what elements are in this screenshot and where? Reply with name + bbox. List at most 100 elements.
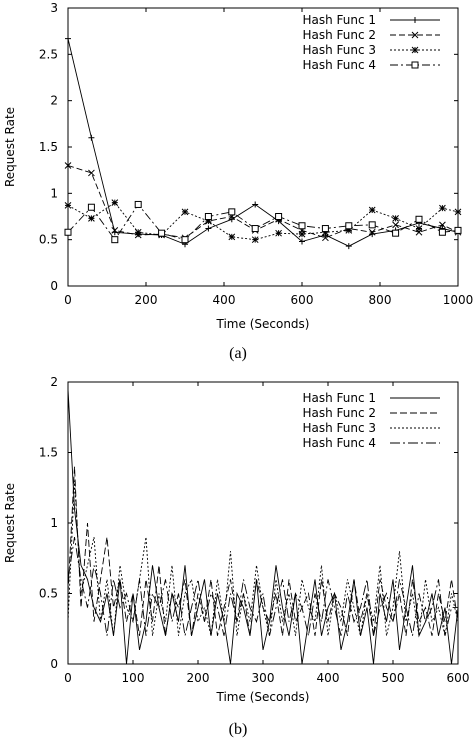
chart-a-y-tick-label: 0.5 [39,233,58,247]
chart-a-legend-label-hash-func-4: Hash Func 4 [302,58,376,72]
chart-a-legend-hash-func-2-marker [411,31,419,39]
chart-a-series-hash-func-3-marker [392,214,399,222]
chart-a-series-hash-func-3-line [67,201,459,241]
chart-a: 0 200 400 600 800 1000 0 0.5 1 1.5 2 2.5 3 Time (Seco… [3,1,473,362]
chart-a-series-hash-func-4-marker [438,228,446,236]
chart-a-series-hash-func-3-marker [368,206,376,214]
chart-a-series-hash-func-2 [64,162,462,242]
chart-a-series-hash-func-1-line [67,38,459,247]
chart-a-y-axis-title: Request Rate [3,107,17,187]
chart-a-y-tick-label: 1.5 [39,140,58,154]
chart-a-legend-hash-func-3-marker [411,46,419,54]
chart-a-series-hash-func-1-marker [88,134,95,141]
chart-a-x-tick-label: 600 [291,293,314,307]
chart-b-series-hash-func-2 [67,466,459,636]
chart-a-series-hash-func-4-marker [321,225,329,233]
chart-a-series-hash-func-3-marker [111,199,119,206]
chart-a-caption: (a) [229,345,247,362]
chart-a-series-hash-func-3-marker [181,208,189,216]
chart-a-series-hash-func-2-marker [368,228,376,236]
chart-a-series-hash-func-1-marker [228,216,235,223]
chart-a-series-hash-func-4-marker [181,236,189,244]
chart-a-y-tick-label: 2.5 [39,47,58,61]
chart-a-series-hash-func-3-marker [454,208,462,216]
chart-a-series-hash-func-2-marker [392,221,399,229]
chart-a-series-hash-func-1-marker [252,201,259,208]
chart-b-y-tick-label: 1.5 [39,446,58,460]
chart-b-series-hash-func-3 [67,480,459,636]
chart-a-series-hash-func-3-marker [439,204,446,212]
chart-a-x-tick-label: 400 [213,293,236,307]
chart-b-y-tick-label: 1 [50,516,58,530]
chart-a-series-hash-func-3 [64,199,462,244]
chart-a-series-hash-func-4-marker [251,225,259,233]
chart-b-x-tick-label: 600 [447,671,470,685]
chart-b-legend-label-hash-func-3: Hash Func 3 [302,421,376,435]
chart-a-legend-label-hash-func-3: Hash Func 3 [302,43,376,57]
chart-a-legend-hash-func-1-marker [412,17,418,23]
chart-b-series-hash-func-3-line [67,480,459,636]
chart-b-x-tick-label: 400 [317,671,340,685]
chart-a-series-hash-func-3-marker [134,228,142,236]
chart-a-x-axis-title: Time (Seconds) [216,317,310,331]
chart-b-x-tick-label: 300 [252,671,275,685]
chart-b-y-axis-title: Request Rate [3,483,17,563]
chart-b-x-tick-label: 100 [122,671,145,685]
chart-b-series-hash-func-1 [67,389,459,665]
chart-a-series-hash-func-4-line [67,203,459,241]
chart-a-y-tick-label: 2 [50,94,58,108]
chart-a-series-hash-func-3-marker [345,227,353,234]
chart-a-series-hash-func-4-marker [134,200,142,208]
chart-a-y-tick-label: 1 [50,186,58,200]
chart-a-series-hash-func-2-marker [439,221,446,229]
chart-a-series-hash-func-3-marker [415,225,423,232]
chart-a-series-hash-func-1-marker [205,225,212,232]
chart-a-series-hash-func-3-marker [205,217,212,225]
chart-a-legend-label-hash-func-2: Hash Func 2 [302,28,376,42]
chart-b-x-tick-label: 500 [382,671,405,685]
chart-b: 0 100 200 300 400 500 600 0 0.5 1 1.5 2 Time (Second… [3,375,469,738]
chart-a-series-hash-func-3-marker [275,229,282,237]
chart-b-series-hash-func-4-line [67,537,458,636]
chart-a-series-hash-func-3-marker [322,228,329,236]
chart-a-series-hash-func-2-marker [322,234,329,242]
chart-b-series-hash-func-2-line [67,466,459,636]
chart-a-legend-hash-func-4-marker [411,61,419,69]
chart-a-series-hash-func-4-marker [368,221,376,229]
chart-a-series-hash-func-1-marker [299,238,305,245]
chart-b-legend-label-hash-func-1: Hash Func 1 [302,391,376,405]
chart-a-x-tick-label: 800 [369,293,392,307]
chart-a-y-tick-label: 3 [50,1,58,15]
chart-a-series-hash-func-4-marker [392,229,400,237]
chart-b-legend-label-hash-func-2: Hash Func 2 [302,406,376,420]
chart-a-series-hash-func-4-marker [204,213,212,220]
chart-a-series-hash-func-4-marker [345,222,353,230]
chart-b-y-tick-label: 0.5 [39,587,58,601]
chart-b-caption: (b) [229,721,248,738]
chart-a-series-hash-func-3-marker [64,202,72,209]
chart-a-series-hash-func-3-marker [88,214,95,222]
chart-b-y-tick-label: 0 [50,657,58,671]
chart-a-series-hash-func-4-marker [275,213,283,220]
chart-a-series-hash-func-3-marker [228,233,236,241]
chart-a-y-tick-label: 0 [50,279,58,293]
chart-a-series-hash-func-1-marker [345,243,352,250]
chart-a-series-hash-func-4-marker [228,208,236,216]
chart-a-series-hash-func-2-marker [111,227,119,234]
chart-a-series-hash-func-1 [65,35,461,250]
chart-b-x-tick-label: 0 [64,671,72,685]
chart-a-series-hash-func-2-marker [88,169,95,177]
chart-a-series-hash-func-4-marker [87,203,95,211]
chart-a-x-tick-label: 200 [135,293,158,307]
chart-a-series-hash-func-4-marker [64,228,72,236]
chart-b-x-tick-label: 200 [187,671,210,685]
chart-a-series-hash-func-2-line [67,165,459,239]
chart-a-series-hash-func-4 [64,200,462,244]
chart-a-series-hash-func-3-marker [251,236,259,244]
chart-a-x-tick-label: 1000 [443,293,474,307]
chart-a-series-hash-func-4-marker [111,236,119,244]
chart-a-series-hash-func-1-marker [65,35,71,42]
chart-a-series-hash-func-3-marker [298,230,306,238]
chart-a-series-hash-func-4-marker [415,215,423,223]
